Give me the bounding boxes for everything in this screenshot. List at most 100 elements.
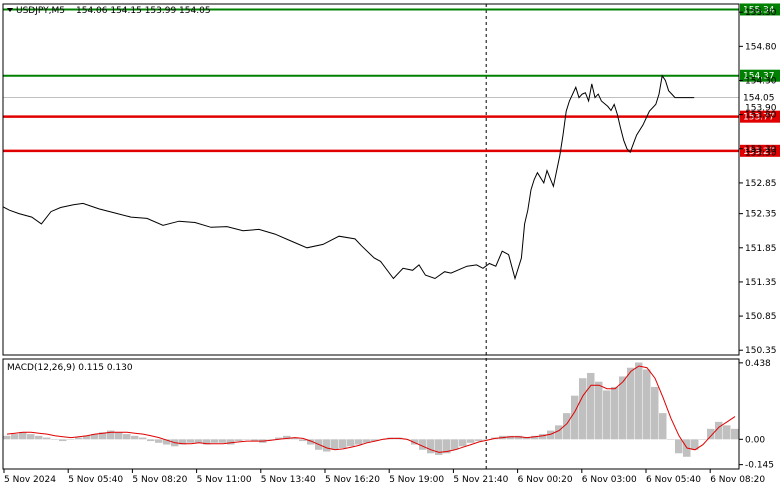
macd-hist-bar xyxy=(619,376,627,440)
macd-hist-bar xyxy=(67,439,75,440)
y-secondary-label: 153.30 xyxy=(745,149,777,159)
macd-title: MACD(12,26,9) 0.115 0.130 xyxy=(7,363,133,373)
macd-y-tick-label: 0.00 xyxy=(745,435,765,445)
macd-hist-bar xyxy=(547,430,555,440)
macd-hist-bar xyxy=(539,434,547,440)
support-badge-text: 153.77 xyxy=(743,113,775,123)
x-tick-label: 6 Nov 05:40 xyxy=(646,475,701,485)
x-tick-label: 5 Nov 13:40 xyxy=(261,475,316,485)
macd-hist-bar xyxy=(131,435,139,440)
macd-hist-bar xyxy=(595,381,603,440)
price-badge-text: 154.05 xyxy=(743,94,775,104)
macd-hist-bar xyxy=(691,439,699,450)
macd-hist-bar xyxy=(91,434,99,440)
macd-hist-bar xyxy=(83,435,91,440)
macd-hist-bar xyxy=(475,439,483,442)
y-tick-label: 150.85 xyxy=(745,312,777,322)
macd-hist-bar xyxy=(27,434,35,440)
macd-hist-bar xyxy=(75,437,83,440)
macd-hist-bar xyxy=(371,439,379,442)
macd-hist-bar xyxy=(187,439,195,443)
macd-hist-bar xyxy=(355,439,363,445)
macd-panel-frame xyxy=(2,358,740,470)
macd-hist-bar xyxy=(587,372,595,440)
macd-hist-bar xyxy=(579,378,587,440)
y-tick-label: 152.85 xyxy=(745,179,777,189)
x-tick-label: 5 Nov 19:00 xyxy=(389,475,444,485)
macd-hist-bar xyxy=(723,425,731,440)
price-panel: 155.34 154.37 154.05 153.77 153.27 xyxy=(2,3,780,469)
resistance-badge-text: 155.34 xyxy=(743,5,775,15)
macd-signal-line xyxy=(6,365,736,453)
macd-y-tick-label: -0.145 xyxy=(745,461,774,471)
macd-hist-bar xyxy=(235,439,243,442)
macd-hist-bar xyxy=(435,439,443,456)
macd-hist-bar xyxy=(643,369,651,440)
macd-hist-bar xyxy=(555,425,563,440)
macd-hist-bar xyxy=(3,435,11,440)
macd-hist-bar xyxy=(667,439,675,440)
x-tick-label: 6 Nov 08:20 xyxy=(710,475,765,485)
macd-hist-bar xyxy=(163,439,171,445)
macd-hist-bar xyxy=(363,439,371,443)
macd-hist-bar xyxy=(651,386,659,440)
macd-hist-bar xyxy=(243,439,251,440)
macd-hist-bar xyxy=(331,439,339,450)
macd-hist-bar xyxy=(43,437,51,440)
dropdown-triangle-icon xyxy=(7,8,13,12)
macd-hist-bar xyxy=(451,439,459,450)
support-badge xyxy=(740,144,780,157)
y-tick-label: 153.30 xyxy=(745,145,777,155)
macd-hist-bar xyxy=(219,439,227,443)
macd-hist-bar xyxy=(603,390,611,440)
support-badge xyxy=(740,110,780,123)
y-tick-label: 150.35 xyxy=(745,346,777,356)
y-tick-label: 152.35 xyxy=(745,210,777,220)
price-badge xyxy=(740,91,780,104)
x-tick-label: 5 Nov 08:20 xyxy=(132,475,187,485)
y-tick-label: 155.30 xyxy=(745,8,777,18)
macd-hist-bar xyxy=(339,439,347,449)
x-tick-label: 6 Nov 03:00 xyxy=(582,475,637,485)
macd-hist-bar xyxy=(419,439,427,450)
macd-hist-bar xyxy=(11,434,19,440)
macd-hist-bar xyxy=(571,395,579,440)
macd-hist-bar xyxy=(699,439,707,440)
macd-hist-bar xyxy=(483,439,491,440)
macd-hist-bar xyxy=(99,432,107,440)
x-tick-label: 5 Nov 21:40 xyxy=(453,475,508,485)
macd-hist-bar xyxy=(147,439,155,442)
resistance-badge-text: 154.37 xyxy=(743,72,775,82)
macd-hist-bar xyxy=(459,439,467,447)
macd-hist-bar xyxy=(59,439,67,442)
macd-hist-bar xyxy=(291,437,299,440)
resistance-badge xyxy=(740,69,780,82)
macd-hist-bar xyxy=(411,439,419,445)
y-tick-label: 154.80 xyxy=(745,42,777,52)
macd-hist-bar xyxy=(251,439,259,442)
macd-hist-bar xyxy=(531,435,539,440)
macd-hist-bar xyxy=(635,362,643,440)
x-tick-label: 6 Nov 00:20 xyxy=(518,475,573,485)
macd-hist-bar xyxy=(659,413,667,440)
macd-y-tick-label: 0.438 xyxy=(745,359,771,369)
x-tick-label: 5 Nov 11:00 xyxy=(197,475,252,485)
macd-hist-bar xyxy=(211,439,219,443)
y-tick-label: 151.35 xyxy=(745,278,777,288)
macd-hist-bar xyxy=(707,428,715,440)
y-tick-label: 154.30 xyxy=(745,76,777,86)
macd-hist-bar xyxy=(123,434,131,440)
macd-hist-bar xyxy=(155,439,163,443)
macd-hist-bar xyxy=(443,439,451,454)
macd-hist-bar xyxy=(731,428,739,440)
macd-hist-bar xyxy=(299,439,307,442)
macd-hist-bar xyxy=(563,413,571,440)
macd-panel xyxy=(3,362,739,457)
macd-hist-bar xyxy=(115,432,123,440)
ohlc-readout: 154.06 154.15 153.99 154.05 xyxy=(76,6,211,16)
macd-hist-bar xyxy=(507,435,515,440)
macd-hist-bar xyxy=(627,367,635,440)
macd-hist-bar xyxy=(323,439,331,452)
y-secondary-label: 153.90 xyxy=(745,104,777,114)
symbol-label: USDJPY,M5 xyxy=(16,6,65,16)
